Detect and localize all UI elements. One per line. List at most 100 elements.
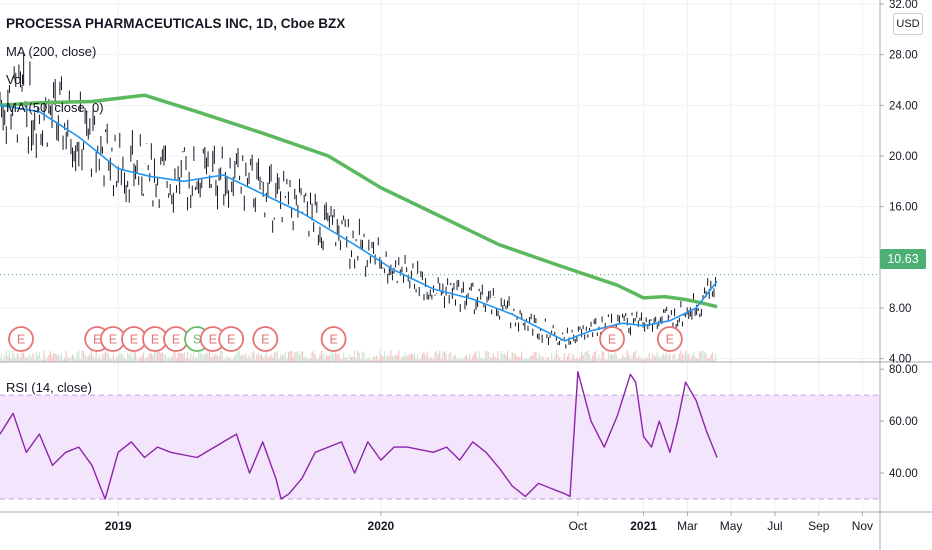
volume-bar [82,350,85,362]
volume-bar [475,351,477,362]
volume-bar [563,353,565,362]
event-marker-label: E [261,333,269,347]
volume-bar [220,350,222,362]
volume-bar [615,354,617,362]
volume-bar [136,359,138,362]
legend-ma50[interactable]: MA (50, close, 0) [6,100,104,115]
volume-bar [98,354,100,362]
volume-bar [4,354,6,362]
volume-bar [662,352,665,362]
volume-bar [295,352,297,362]
volume-bar [41,359,44,362]
volume-bar [557,353,559,362]
time-tick-label: 2021 [630,519,657,533]
volume-bar [341,359,343,362]
volume-bar [503,353,505,362]
volume-bar [119,352,121,362]
volume-bar [426,351,428,362]
volume-bar [19,357,22,362]
volume-bar [145,357,148,362]
last-price-tag: 10.63 [880,249,926,269]
volume-bar [186,351,189,362]
volume-bar [623,356,625,362]
volume-bar [292,357,294,362]
time-tick-label: 2020 [368,519,395,533]
volume-bar [297,350,299,362]
volume-bar [275,352,277,362]
volume-bar [562,359,564,362]
volume-bar [585,351,587,362]
volume-bar [645,355,647,362]
volume-bar [590,358,592,362]
time-tick-label: Oct [569,519,588,533]
volume-bar [149,352,151,362]
volume-bar [108,353,110,362]
volume-bar [130,352,132,362]
volume-bar [462,359,464,362]
volume-bar [626,350,628,362]
volume-bar [481,357,483,362]
volume-bar [552,359,554,362]
volume-bar [434,352,436,362]
volume-bar [300,351,302,362]
volume-bar [209,351,211,362]
volume-bar [491,358,493,362]
volume-bar [235,353,238,362]
volume-bar [316,359,318,362]
volume-bar [391,355,394,362]
volume-bar [450,352,452,362]
volume-bar [164,355,167,362]
volume-bar [508,358,510,362]
currency-label[interactable]: USD [893,13,923,35]
candles [0,53,717,349]
volume-bar [76,352,78,362]
volume-bar [636,358,638,362]
volume-bar [355,357,357,362]
volume-bar [81,350,83,362]
event-marker-label: E [109,333,117,347]
volume-bar [368,356,370,362]
volume-bar [528,357,531,362]
volume-bar [314,354,316,362]
volume-bar [629,357,632,362]
volume-bar [335,350,337,362]
volume-bar [232,358,234,362]
volume-bar [714,353,717,362]
volume-bar [437,354,439,362]
legend-vol[interactable]: Vol [6,72,25,87]
volume-bar [147,355,149,362]
volume-bar [109,358,111,362]
volume-bar [68,358,70,362]
volume-bar [342,351,345,362]
volume-bar [574,359,576,362]
volume-bar [424,355,427,362]
volume-bar [152,354,154,362]
volume-bar [336,354,338,362]
volume-bar [40,359,42,362]
volume-bar [369,359,371,362]
volume-bar [658,355,660,362]
volume-bar [519,357,521,362]
volume-bar [243,354,245,362]
volume-bar [101,353,104,362]
legend-ma200[interactable]: MA (200, close) [6,44,97,59]
volume-bar [510,359,512,362]
volume-bar [238,351,241,362]
volume-bar [453,356,455,362]
volume-bar [395,354,397,362]
volume-bar [628,354,630,362]
volume-bar [278,358,280,362]
legend-rsi[interactable]: RSI (14, close) [6,380,92,395]
volume-bar [261,354,263,362]
legend-title: PROCESSA PHARMACEUTICALS INC, 1D, Cboe B… [6,16,345,31]
volume-bar [190,353,192,362]
volume-bar [122,355,124,362]
volume-bar [506,351,509,362]
volume-bar [333,353,335,362]
volume-bar [281,354,283,362]
volume-bar [678,353,680,362]
volume-bar [59,356,61,362]
volume-bar [565,359,567,362]
